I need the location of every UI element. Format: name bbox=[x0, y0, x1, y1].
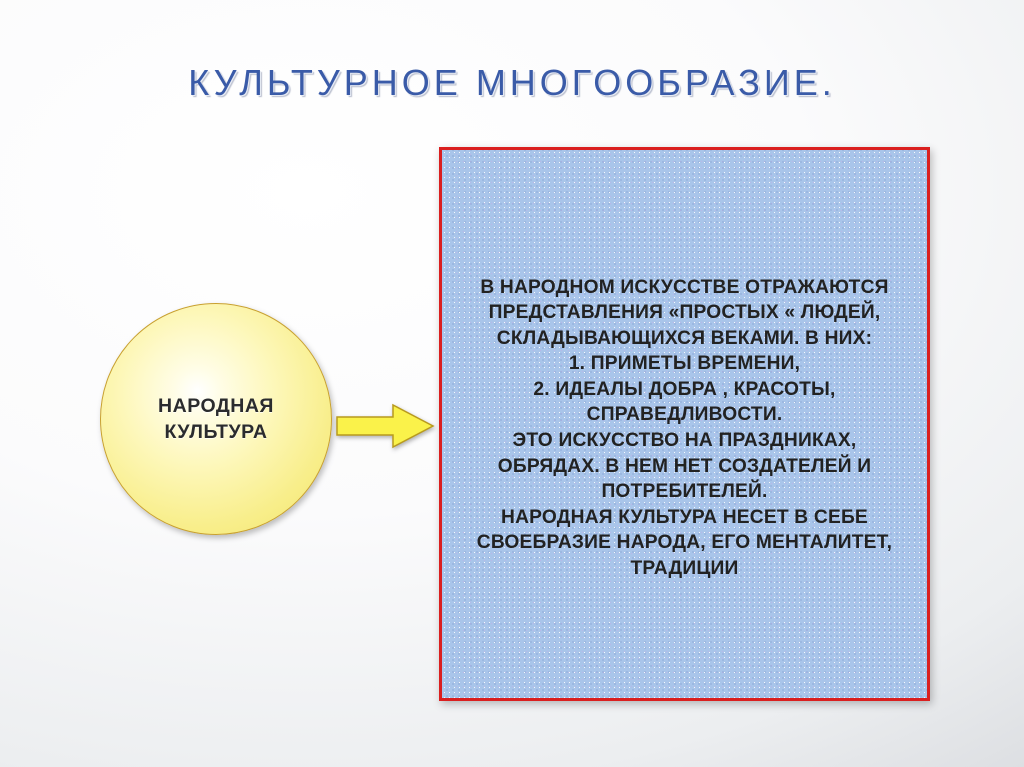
list-item: ИДЕАЛЫ ДОБРА , КРАСОТЫ, СПРАВЕДЛИВОСТИ. bbox=[464, 377, 905, 428]
box-intro-text: В НАРОДНОМ ИСКУССТВЕ ОТРАЖАЮТСЯ ПРЕДСТАВ… bbox=[464, 275, 905, 352]
concept-circle: НАРОДНАЯ КУЛЬТУРА bbox=[100, 303, 332, 535]
box-outro-text: ЭТО ИСКУССТВО НА ПРАЗДНИКАХ, ОБРЯДАХ. В … bbox=[464, 428, 905, 505]
box-list: ПРИМЕТЫ ВРЕМЕНИ, ИДЕАЛЫ ДОБРА , КРАСОТЫ,… bbox=[464, 351, 905, 428]
list-item: ПРИМЕТЫ ВРЕМЕНИ, bbox=[464, 351, 905, 377]
arrow-right-icon bbox=[335, 403, 435, 449]
slide-title: КУЛЬТУРНОЕ МНОГООБРАЗИЕ. bbox=[0, 62, 1024, 104]
concept-circle-label: НАРОДНАЯ КУЛЬТУРА bbox=[101, 393, 331, 446]
description-box: В НАРОДНОМ ИСКУССТВЕ ОТРАЖАЮТСЯ ПРЕДСТАВ… bbox=[439, 147, 930, 701]
arrow-polygon bbox=[337, 405, 433, 447]
description-box-content: В НАРОДНОМ ИСКУССТВЕ ОТРАЖАЮТСЯ ПРЕДСТАВ… bbox=[442, 150, 927, 698]
box-outro2-text: НАРОДНАЯ КУЛЬТУРА НЕСЕТ В СЕБЕ СВОЕБРАЗИ… bbox=[464, 505, 905, 582]
